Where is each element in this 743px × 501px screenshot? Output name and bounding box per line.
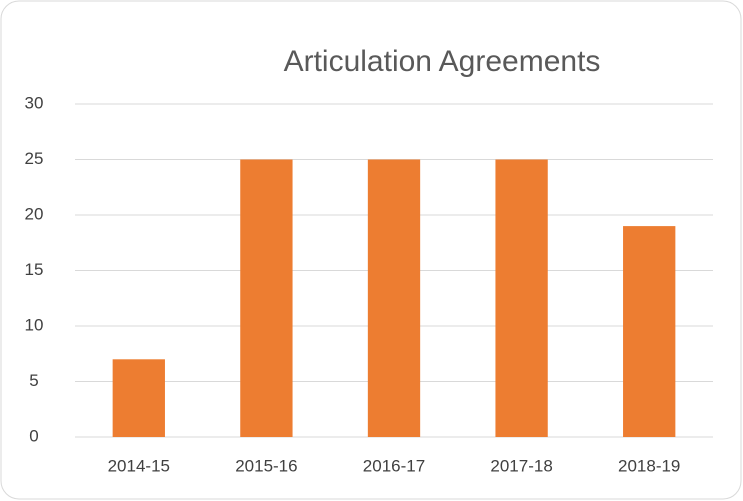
- bar: [112, 359, 165, 437]
- x-tick-label: 2014-15: [108, 456, 170, 475]
- y-tick-label: 0: [29, 426, 38, 445]
- x-tick-label: 2017-18: [490, 456, 552, 475]
- y-tick-label: 5: [29, 371, 38, 390]
- bar: [495, 159, 548, 437]
- x-tick-label: 2018-19: [618, 456, 680, 475]
- chart-title: Articulation Agreements: [284, 45, 601, 78]
- y-tick-label: 30: [25, 93, 44, 112]
- x-tick-label: 2015-16: [235, 456, 297, 475]
- y-tick-label: 15: [25, 260, 44, 279]
- bar: [367, 159, 421, 437]
- y-tick-label: 20: [25, 204, 44, 223]
- bar: [623, 226, 676, 437]
- y-tick-label: 25: [25, 149, 44, 168]
- y-tick-label: 10: [25, 315, 44, 334]
- bar: [240, 159, 293, 437]
- x-tick-label: 2016-17: [363, 456, 425, 475]
